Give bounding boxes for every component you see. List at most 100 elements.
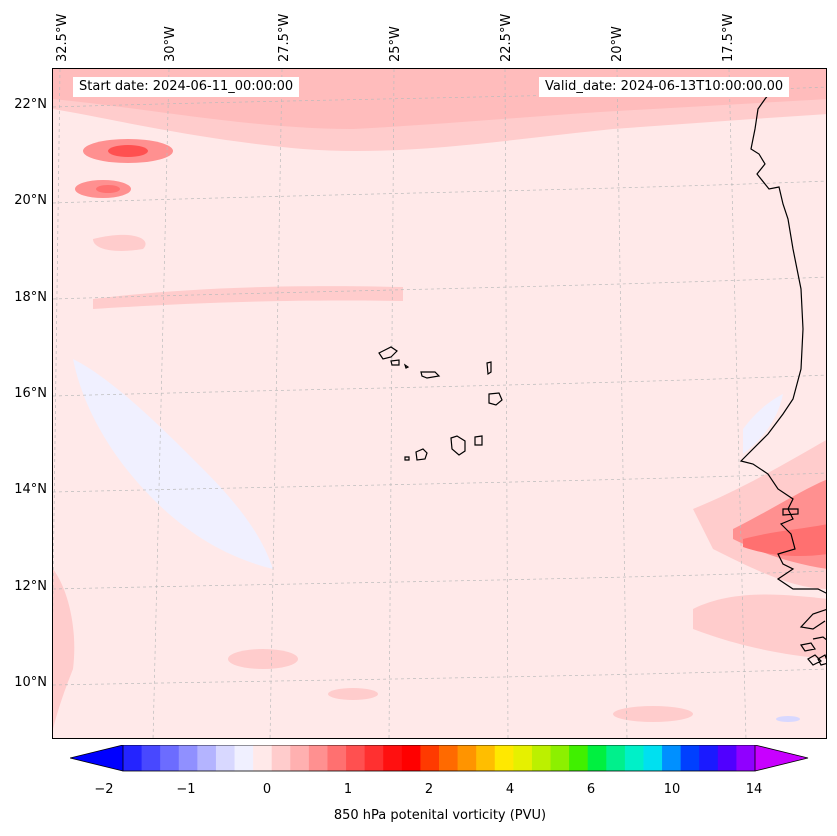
pv-contour-band [93, 234, 146, 251]
colorbar-segment [383, 745, 403, 771]
island-outline [404, 456, 410, 461]
island-outlines [378, 346, 503, 461]
pv-contour-patch [328, 688, 378, 700]
colorbar-segment [141, 745, 161, 771]
pv-contour-band [93, 286, 403, 309]
colorbar-outline [754, 745, 809, 772]
colorbar-segment [215, 745, 236, 771]
island-outline [420, 371, 441, 379]
lon-tick-label: 20°W [610, 26, 625, 62]
colorbar-tick-label: −1 [176, 782, 196, 797]
coastline [739, 88, 826, 666]
colorbar-segment [123, 745, 143, 771]
lat-gridline [53, 180, 826, 204]
colorbar-tick-label: −2 [94, 782, 114, 797]
lat-gridline [53, 374, 826, 397]
island-outline [390, 359, 400, 366]
colorbar-under-arrow [70, 745, 123, 771]
pv-contours [53, 69, 826, 729]
colorbar-outline [122, 745, 756, 772]
map-gridlines [53, 69, 826, 738]
pv-contour-patch [228, 649, 298, 669]
colorbar-tick-label: 1 [343, 782, 353, 797]
colorbar-segment [401, 745, 421, 771]
colorbar-tick-label: 4 [505, 782, 515, 797]
colorbar-segment [569, 745, 589, 771]
island-outline [488, 392, 503, 406]
island-outline [486, 361, 492, 376]
colorbar-segment [457, 745, 477, 771]
lon-gridline [616, 69, 628, 738]
colorbar-segment [308, 745, 328, 771]
pv-contour-band [743, 524, 826, 557]
lat-gridline [53, 570, 826, 590]
colorbar-tick-label: 14 [745, 782, 763, 797]
lat-tick-label: 20°N [14, 193, 47, 208]
colorbar-segments [123, 745, 756, 771]
island-outline [450, 435, 466, 456]
lat-tick-label: 10°N [14, 675, 47, 690]
lat-gridline [53, 276, 826, 300]
lon-tick-label: 17.5°W [721, 13, 736, 62]
colorbar-segment [643, 745, 663, 771]
pv-negative-patch [776, 716, 800, 722]
lat-tick-label: 18°N [14, 290, 47, 305]
colorbar-segment [606, 745, 626, 771]
lon-gridline [152, 69, 170, 738]
colorbar-segment [680, 745, 700, 771]
pv-negative-area [73, 359, 273, 569]
pv-max-patch [96, 185, 120, 193]
lon-tick-label: 30°W [163, 26, 178, 62]
colorbar-segment [178, 745, 198, 771]
colorbar-segment [476, 745, 496, 771]
colorbar-segment [234, 745, 254, 771]
lon-tick-label: 32.5°W [55, 13, 70, 62]
lon-tick-label: 27.5°W [277, 13, 292, 62]
colorbar-over-arrow [755, 745, 808, 771]
pv-negative-area [743, 394, 783, 454]
colorbar-segment [271, 745, 291, 771]
colorbar-segment [253, 745, 273, 771]
pv-contour-band [693, 594, 826, 659]
lon-tick-label: 22.5°W [499, 13, 514, 62]
colorbar-segment [624, 745, 644, 771]
colorbar [70, 745, 809, 772]
lon-gridline [388, 69, 395, 738]
lat-tick-label: 22°N [14, 97, 47, 112]
island-outline [474, 435, 483, 446]
start-date-label: Start date: 2024-06-11_00:00:00 [73, 77, 300, 97]
colorbar-tick-label: 6 [586, 782, 596, 797]
colorbar-segment [662, 745, 682, 771]
pv-contour-patch [613, 706, 693, 722]
lat-tick-label: 16°N [14, 386, 47, 401]
colorbar-segment [327, 745, 347, 771]
lon-gridline [504, 69, 509, 738]
lon-gridline [728, 69, 747, 738]
colorbar-segment [717, 745, 737, 771]
colorbar-segment [531, 745, 552, 771]
colorbar-segment [290, 745, 310, 771]
valid-date-label: Valid_date: 2024-06-13T10:00:00.00 [539, 77, 790, 97]
colorbar-outline [70, 745, 124, 772]
lat-tick-label: 12°N [14, 579, 47, 594]
colorbar-segment [736, 745, 756, 771]
colorbar-segment [439, 745, 459, 771]
colorbar-segment [160, 745, 180, 771]
colorbar-tick-label: 0 [262, 782, 272, 797]
lon-tick-label: 25°W [388, 26, 403, 62]
map-field [53, 69, 826, 738]
colorbar-segment [197, 745, 217, 771]
lat-gridline [53, 668, 826, 686]
colorbar-tick-label: 10 [663, 782, 681, 797]
colorbar-segment [420, 745, 440, 771]
colorbar-segment [513, 745, 533, 771]
island-outline [415, 448, 428, 461]
colorbar-segment [494, 745, 514, 771]
colorbar-segment [346, 745, 366, 771]
map-panel[interactable]: Start date: 2024-06-11_00:00:00 Valid_da… [52, 68, 827, 739]
colorbar-segment [550, 745, 570, 771]
colorbar-segment [364, 745, 384, 771]
lon-gridline [269, 69, 283, 738]
pv-contour-band [53, 569, 75, 729]
colorbar-segment [587, 745, 607, 771]
